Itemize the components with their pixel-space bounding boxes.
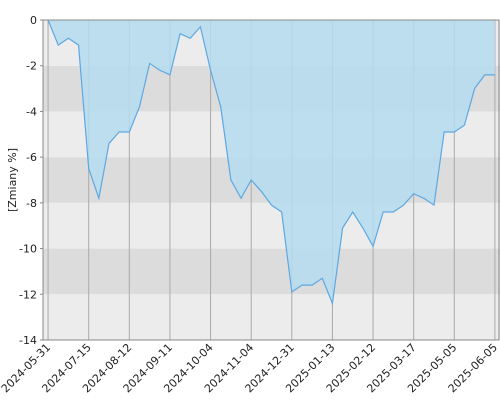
- y-tick-label: -8: [26, 197, 37, 210]
- y-tick-label: -2: [26, 60, 37, 73]
- plot-border: [42, 19, 500, 341]
- area: [48, 20, 495, 304]
- y-tick-label: -6: [26, 151, 37, 164]
- y-tick-label: -14: [19, 334, 37, 347]
- y-tick-label: -12: [19, 288, 37, 301]
- y-tick-label: -4: [26, 105, 37, 118]
- plot-band: [43, 294, 500, 340]
- y-tick-label: -10: [19, 243, 37, 256]
- line: [47, 19, 495, 306]
- y-axis-label: [Zmiany %]: [6, 148, 19, 212]
- plot-band: [43, 202, 500, 249]
- y-tick-label: 0: [30, 14, 37, 27]
- plot-band: [43, 248, 500, 295]
